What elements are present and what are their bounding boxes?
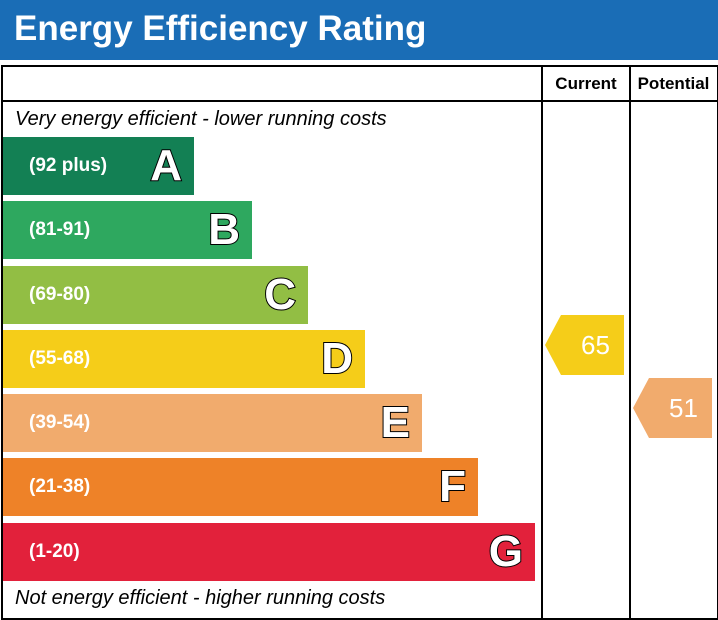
potential-rating-value: 51 (669, 393, 698, 423)
potential-column-header: Potential (637, 74, 710, 93)
band-range-label: (39-54) (29, 412, 91, 433)
band-range-label: (81-91) (29, 219, 91, 240)
band-d: (55-68) D (3, 330, 365, 388)
inefficient-note: Not energy efficient - higher running co… (15, 587, 386, 609)
band-a: (92 plus) A (3, 137, 194, 195)
potential-column-divider (629, 66, 631, 618)
band-b: (81-91) B (3, 201, 252, 259)
potential-rating-arrow: 51 (633, 378, 712, 438)
band-range-label: (21-38) (29, 476, 91, 497)
current-rating-value: 65 (581, 330, 610, 360)
band-range-label: (55-68) (29, 348, 91, 369)
header-bar: Energy Efficiency Rating (0, 0, 718, 60)
efficient-note: Very energy efficient - lower running co… (15, 108, 387, 130)
band-letter: E (380, 397, 411, 448)
band-c: (69-80) C (3, 266, 308, 324)
current-column-divider (541, 66, 543, 618)
band-range-label: (92 plus) (29, 155, 108, 176)
current-rating-arrow: 65 (545, 315, 624, 375)
band-letter: C (263, 269, 297, 320)
page-title: Energy Efficiency Rating (14, 9, 427, 48)
band-letter: A (149, 140, 183, 191)
band-range-label: (69-80) (29, 284, 91, 305)
band-letter: F (438, 461, 467, 512)
band-e: (39-54) E (3, 394, 422, 452)
current-column-header: Current (555, 74, 617, 93)
band-f: (21-38) F (3, 458, 478, 516)
header-row-divider (1, 100, 717, 102)
band-g: (1-20) G (3, 523, 535, 581)
band-letter: B (207, 204, 241, 255)
band-letter: D (320, 333, 354, 384)
band-letter: G (488, 526, 524, 577)
band-range-label: (1-20) (29, 541, 80, 562)
